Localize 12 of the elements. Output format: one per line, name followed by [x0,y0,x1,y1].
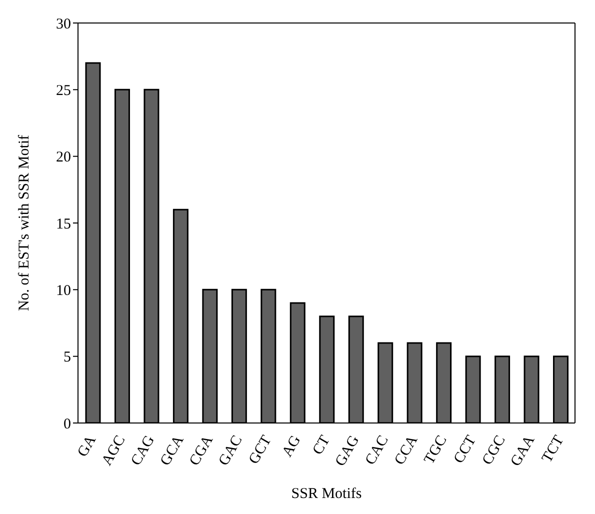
y-tick-label: 15 [56,216,71,232]
x-tick-label: GA [74,432,100,460]
y-tick-label: 20 [56,150,71,166]
y-tick-label: 5 [64,350,71,366]
y-tick-label: 0 [64,416,71,432]
y-tick-label: 25 [56,82,71,99]
x-axis-title: SSR Motifs [291,486,362,502]
x-tick-label: CT [310,433,334,458]
x-tick-label: AG [280,432,304,460]
y-axis-title: No. of EST's with SSR Motif [16,134,32,312]
y-tick-label: 10 [56,282,71,299]
y-tick-label: 30 [56,16,71,32]
